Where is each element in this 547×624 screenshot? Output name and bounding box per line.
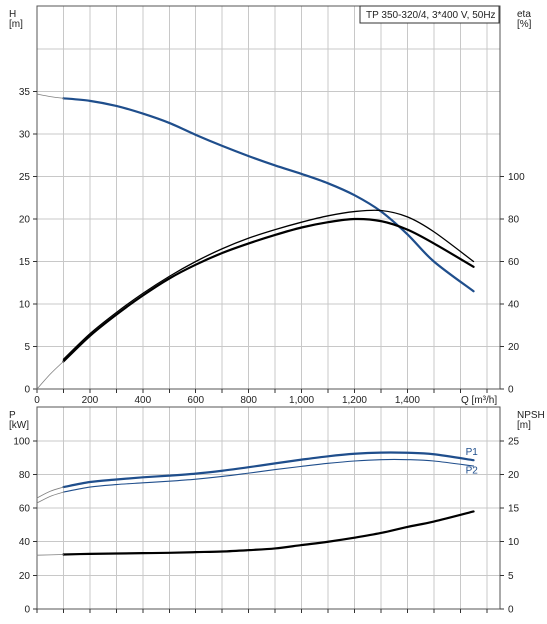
y-right-tick-label: 5: [508, 571, 514, 582]
y-left-tick-label: 25: [19, 172, 31, 183]
head-efficiency-panel: 0 5 10 15 20 25 30 35 0 20 40 60 80 100 0 200 400 600 800 1…: [9, 5, 532, 406]
series-line: [62, 510, 475, 556]
y-left-tick-label: 0: [24, 385, 30, 396]
y-left-axis-label: [m]: [9, 19, 23, 30]
y-right-tick-label: 10: [508, 537, 520, 548]
y-left-tick-label: 0: [24, 605, 30, 616]
x-tick-label: 800: [240, 395, 257, 406]
y-right-tick-label: 15: [508, 504, 520, 515]
y-left-tick-label: 60: [19, 504, 31, 515]
y-right-tick-label: 0: [508, 385, 514, 396]
series-line: [62, 97, 475, 293]
series-line: [36, 360, 64, 390]
y-right-tick-label: 20: [508, 470, 520, 481]
y-left-axis-label: [kW]: [9, 420, 29, 431]
y-right-tick-label: 20: [508, 342, 520, 353]
y-left-tick-label: 100: [13, 436, 30, 447]
x-tick-label: 1,200: [342, 395, 367, 406]
power-npsh-panel: 0 20 40 60 80 100 0 5 10 15 20 25 P[kW] NPSH[m] P1 P2: [9, 406, 545, 616]
y-left-tick-label: 10: [19, 300, 31, 311]
y-right-tick-label: 40: [508, 300, 520, 311]
curve-label: P1: [466, 447, 479, 458]
series-line: [62, 458, 475, 493]
chart-title-box: [359, 5, 500, 24]
y-left-tick-label: 80: [19, 470, 31, 481]
series-line: [62, 217, 475, 363]
x-tick-label: 400: [134, 395, 151, 406]
x-axis-label: Q [m³/h]: [461, 395, 497, 406]
y-left-axis-label: H: [9, 9, 16, 20]
series-line: [62, 209, 475, 360]
x-tick-label: 200: [82, 395, 99, 406]
y-left-tick-label: 35: [19, 87, 31, 98]
plot-frame: [36, 5, 501, 390]
y-right-axis-label: [%]: [517, 19, 532, 30]
x-tick-label: 0: [34, 395, 40, 406]
x-tick-label: 600: [187, 395, 204, 406]
series-line: [62, 451, 475, 489]
series-line: [36, 93, 64, 99]
curve-label: P2: [466, 466, 479, 477]
series-line: [36, 554, 64, 556]
y-right-tick-label: 0: [508, 605, 514, 616]
y-left-tick-label: 20: [19, 571, 31, 582]
y-left-tick-label: 15: [19, 257, 31, 268]
series-line: [36, 491, 64, 504]
y-right-axis-label: [m]: [517, 420, 531, 431]
y-left-axis-label: P: [9, 410, 16, 421]
y-right-tick-label: 100: [508, 172, 525, 183]
y-left-tick-label: 5: [24, 342, 30, 353]
chart-title: TP 350-320/4, 3*400 V, 50Hz: [366, 10, 496, 21]
x-tick-label: 1,000: [289, 395, 314, 406]
y-left-tick-label: 40: [19, 537, 31, 548]
y-right-axis-label: NPSH: [517, 410, 545, 421]
series-line: [36, 486, 64, 499]
y-left-tick-label: 30: [19, 130, 31, 141]
y-right-tick-label: 60: [508, 257, 520, 268]
x-tick-label: 1,400: [395, 395, 420, 406]
y-right-axis-label: eta: [517, 9, 531, 20]
y-left-tick-label: 20: [19, 215, 31, 226]
y-right-tick-label: 80: [508, 215, 520, 226]
y-right-tick-label: 25: [508, 436, 520, 447]
